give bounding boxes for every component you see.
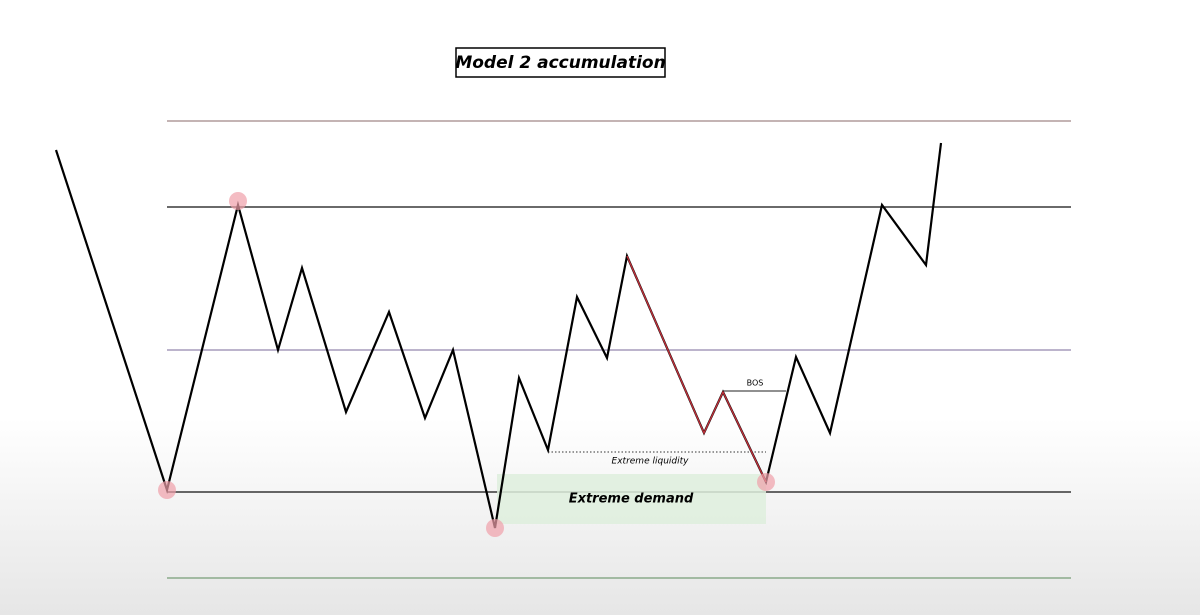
swing-point [158, 481, 176, 499]
bos-label: BOS [747, 379, 764, 388]
price-path [54, 142, 943, 529]
highlight-path [626, 255, 767, 483]
swing-point [229, 192, 247, 210]
swing-point [757, 473, 775, 491]
title: Model 2 accumulation [455, 53, 665, 73]
liquidity-label: Extreme liquidity [612, 457, 690, 467]
title-box [455, 47, 666, 78]
demand-label: Extreme demand [569, 492, 694, 507]
swing-point [486, 519, 504, 537]
demand-zone [497, 474, 766, 524]
